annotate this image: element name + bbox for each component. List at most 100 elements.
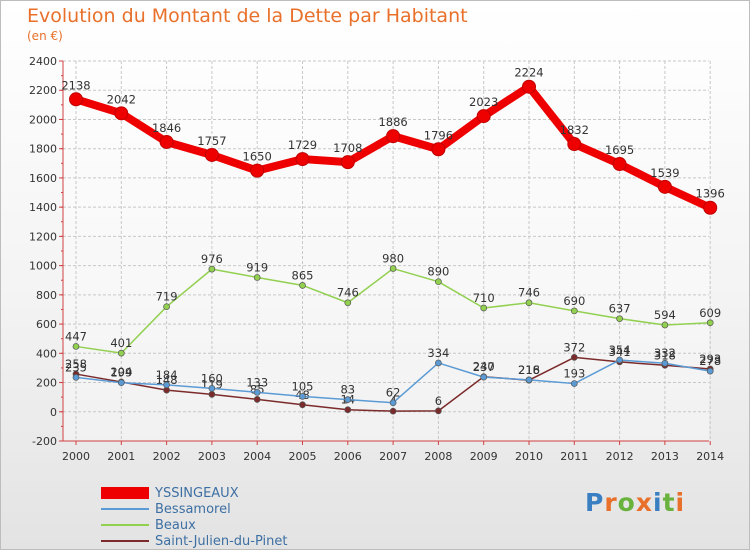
data-label-yssingeaux: 1539 bbox=[650, 166, 679, 180]
data-point-yssingeaux bbox=[204, 147, 219, 162]
data-point-bessamorel bbox=[661, 359, 669, 367]
legend-item-bessamorel: Bessamorel bbox=[101, 501, 288, 517]
data-label-bessamorel: 62 bbox=[386, 386, 401, 400]
data-label-saint-julien-du-pinet: 216 bbox=[518, 363, 540, 377]
data-point-saint-julien-du-pinet bbox=[208, 391, 216, 398]
data-label-beaux: 746 bbox=[337, 286, 359, 300]
data-point-yssingeaux bbox=[703, 200, 718, 215]
data-label-bessamorel: 160 bbox=[201, 371, 223, 385]
data-point-saint-julien-du-pinet bbox=[299, 401, 306, 409]
logo-letter: x bbox=[635, 488, 653, 517]
logo-letter: i bbox=[653, 488, 663, 517]
data-label-beaux: 447 bbox=[65, 329, 87, 343]
data-point-yssingeaux bbox=[340, 155, 355, 170]
data-point-bessamorel bbox=[253, 388, 261, 396]
data-label-beaux: 746 bbox=[518, 286, 540, 300]
data-label-yssingeaux: 1695 bbox=[605, 143, 634, 157]
data-point-bessamorel bbox=[117, 379, 125, 387]
data-label-saint-julien-du-pinet: 341 bbox=[609, 345, 631, 359]
y-tick-label: -200 bbox=[32, 435, 57, 448]
data-point-saint-julien-du-pinet bbox=[570, 354, 578, 361]
data-label-beaux: 401 bbox=[110, 336, 132, 350]
data-label-yssingeaux: 2042 bbox=[107, 92, 136, 106]
data-point-yssingeaux bbox=[476, 109, 491, 124]
data-point-yssingeaux bbox=[159, 134, 174, 149]
data-point-bessamorel bbox=[299, 393, 306, 400]
legend-swatch-beaux bbox=[101, 524, 149, 526]
data-point-yssingeaux bbox=[612, 157, 627, 172]
y-tick-label: 400 bbox=[36, 347, 57, 360]
data-point-bessamorel bbox=[480, 373, 488, 381]
data-label-saint-julien-du-pinet: 318 bbox=[654, 348, 676, 362]
data-label-beaux: 710 bbox=[473, 291, 495, 305]
y-tick-label: 1000 bbox=[29, 260, 57, 273]
x-tick-label: 2005 bbox=[289, 450, 317, 463]
data-label-bessamorel: 278 bbox=[699, 354, 721, 368]
data-point-beaux bbox=[208, 265, 216, 273]
data-label-beaux: 976 bbox=[201, 252, 223, 266]
data-label-bessamorel: 83 bbox=[340, 383, 355, 397]
y-tick-label: 600 bbox=[36, 318, 57, 331]
data-label-beaux: 919 bbox=[246, 260, 268, 274]
data-label-yssingeaux: 1757 bbox=[197, 134, 226, 148]
data-label-yssingeaux: 2138 bbox=[61, 78, 90, 92]
x-tick-label: 2002 bbox=[153, 450, 181, 463]
y-tick-label: 2400 bbox=[29, 55, 57, 68]
data-label-bessamorel: 184 bbox=[156, 368, 178, 382]
y-tick-label: 0 bbox=[50, 406, 57, 419]
data-label-yssingeaux: 1650 bbox=[243, 150, 272, 164]
data-point-yssingeaux bbox=[431, 142, 446, 157]
data-point-beaux bbox=[344, 299, 352, 307]
data-point-beaux bbox=[117, 349, 125, 357]
data-label-beaux: 637 bbox=[609, 302, 631, 316]
data-point-beaux bbox=[616, 315, 623, 323]
data-point-bessamorel bbox=[706, 367, 714, 375]
logo-letter: r bbox=[604, 488, 618, 517]
data-label-yssingeaux: 1708 bbox=[333, 141, 362, 155]
x-tick-label: 2009 bbox=[470, 450, 498, 463]
x-tick-label: 2010 bbox=[515, 450, 543, 463]
data-point-beaux bbox=[253, 274, 261, 281]
x-tick-label: 2008 bbox=[424, 450, 452, 463]
data-label-bessamorel: 133 bbox=[246, 375, 268, 389]
data-point-bessamorel bbox=[389, 399, 397, 407]
data-point-beaux bbox=[72, 343, 80, 350]
data-label-yssingeaux: 1886 bbox=[378, 115, 407, 129]
data-label-beaux: 594 bbox=[654, 308, 676, 322]
legend-item-yssingeaux: YSSINGEAUX bbox=[101, 485, 288, 501]
data-point-yssingeaux bbox=[114, 106, 129, 121]
y-tick-label: 200 bbox=[36, 377, 57, 390]
data-label-yssingeaux: 2224 bbox=[514, 66, 543, 80]
data-point-bessamorel bbox=[344, 396, 352, 403]
data-label-beaux: 890 bbox=[427, 265, 449, 279]
data-point-yssingeaux bbox=[295, 152, 310, 167]
data-label-bessamorel: 199 bbox=[110, 366, 132, 380]
data-point-beaux bbox=[525, 299, 533, 307]
data-label-bessamorel: 235 bbox=[65, 360, 87, 374]
proxiti-logo: Proxiti bbox=[585, 488, 685, 517]
legend: YSSINGEAUX Bessamorel Beaux Saint-Julien… bbox=[101, 485, 288, 549]
y-tick-label: 1400 bbox=[29, 201, 57, 214]
data-point-beaux bbox=[661, 321, 669, 329]
data-point-beaux bbox=[163, 303, 170, 311]
data-point-yssingeaux bbox=[386, 129, 401, 144]
x-tick-label: 2012 bbox=[606, 450, 634, 463]
y-tick-label: 1200 bbox=[29, 230, 57, 243]
data-label-saint-julien-du-pinet: 258 bbox=[65, 357, 87, 371]
plot-area bbox=[63, 61, 709, 441]
legend-label-yssingeaux: YSSINGEAUX bbox=[155, 485, 239, 501]
data-point-yssingeaux bbox=[522, 79, 536, 94]
data-point-bessamorel bbox=[208, 385, 216, 392]
logo-letter: P bbox=[585, 488, 605, 517]
data-point-yssingeaux bbox=[567, 137, 582, 152]
data-label-yssingeaux: 1832 bbox=[560, 123, 589, 137]
data-point-saint-julien-du-pinet bbox=[435, 407, 442, 415]
chart-title: Evolution du Montant de la Dette par Hab… bbox=[27, 5, 468, 27]
data-point-yssingeaux bbox=[657, 179, 672, 194]
data-point-saint-julien-du-pinet bbox=[253, 395, 261, 403]
data-point-beaux bbox=[435, 278, 442, 286]
data-point-yssingeaux bbox=[250, 163, 265, 178]
x-tick-label: 2013 bbox=[651, 450, 679, 463]
data-point-bessamorel bbox=[525, 376, 533, 384]
data-label-yssingeaux: 1796 bbox=[424, 128, 453, 142]
